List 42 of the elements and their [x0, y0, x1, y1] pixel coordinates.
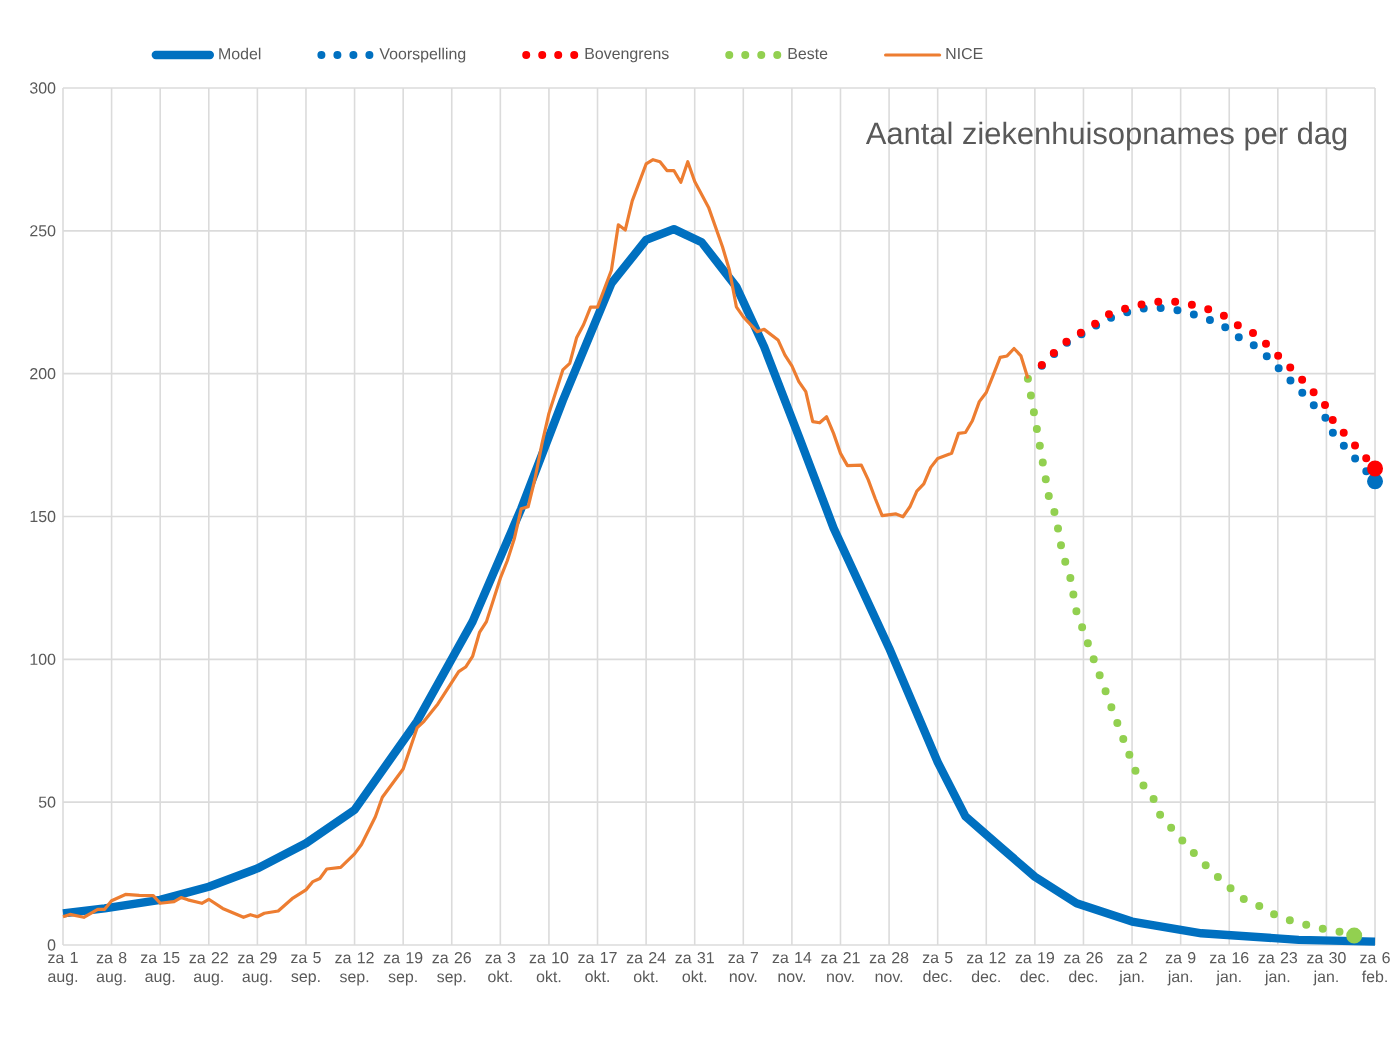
- legend-label: NICE: [946, 47, 983, 60]
- x-tick-label: za 12 dec.: [966, 952, 1006, 983]
- x-tick-label: za 1 aug.: [48, 952, 78, 986]
- legend-label: Voorspelling: [379, 47, 466, 63]
- legend-label: Beste: [788, 48, 828, 60]
- legend-label: Bovengrens: [585, 48, 669, 63]
- y-tick-label: 0: [47, 939, 56, 951]
- x-tick-label: za 23 jan.: [1258, 952, 1298, 986]
- x-tick-label: za 22 aug.: [189, 952, 228, 986]
- y-tick-label: 150: [30, 510, 56, 523]
- x-tick-label: za 26 dec.: [1064, 952, 1103, 983]
- x-tick-label: za 17 okt.: [578, 952, 617, 983]
- x-tick-label: za 12 sep.: [335, 952, 374, 986]
- x-tick-label: za 7 nov.: [728, 952, 758, 983]
- x-tick-label: za 19 dec.: [1015, 952, 1055, 983]
- x-tick-label: za 16 jan.: [1209, 952, 1249, 986]
- x-tick-label: za 10 okt.: [529, 952, 569, 983]
- x-tick-label: za 29 aug.: [238, 952, 277, 986]
- y-tick-label: 100: [30, 653, 56, 665]
- x-tick-label: za 14 nov.: [772, 952, 812, 983]
- x-tick-label: za 5 dec.: [922, 952, 953, 983]
- legend-label: Model: [219, 47, 261, 60]
- x-tick-label: za 8 aug.: [96, 952, 127, 986]
- x-tick-label: za 5 sep.: [291, 952, 321, 986]
- x-tick-label: za 21 nov.: [821, 952, 860, 983]
- x-tick-label: za 6 feb.: [1360, 952, 1390, 983]
- y-tick-label: 50: [38, 796, 56, 808]
- x-tick-label: za 26 sep.: [432, 952, 471, 986]
- y-tick-label: 250: [30, 225, 56, 237]
- y-tick-label: 300: [29, 82, 56, 94]
- x-tick-label: za 2 jan.: [1117, 952, 1147, 986]
- text: Aantal ziekenhuisopnames per dag: [865, 121, 1347, 151]
- x-tick-label: za 31 okt.: [675, 952, 714, 983]
- y-tick-label: 200: [30, 368, 56, 380]
- x-tick-label: za 19 sep.: [383, 952, 423, 986]
- x-tick-label: za 28 nov.: [869, 952, 909, 983]
- x-tick-label: za 3 okt.: [485, 952, 516, 983]
- x-tick-label: za 9 jan.: [1165, 952, 1196, 986]
- x-tick-label: za 30 jan.: [1307, 952, 1346, 986]
- line-series: [61, 158, 1030, 919]
- x-tick-label: za 24 okt.: [626, 952, 666, 983]
- x-tick-label: za 15 aug.: [140, 952, 180, 986]
